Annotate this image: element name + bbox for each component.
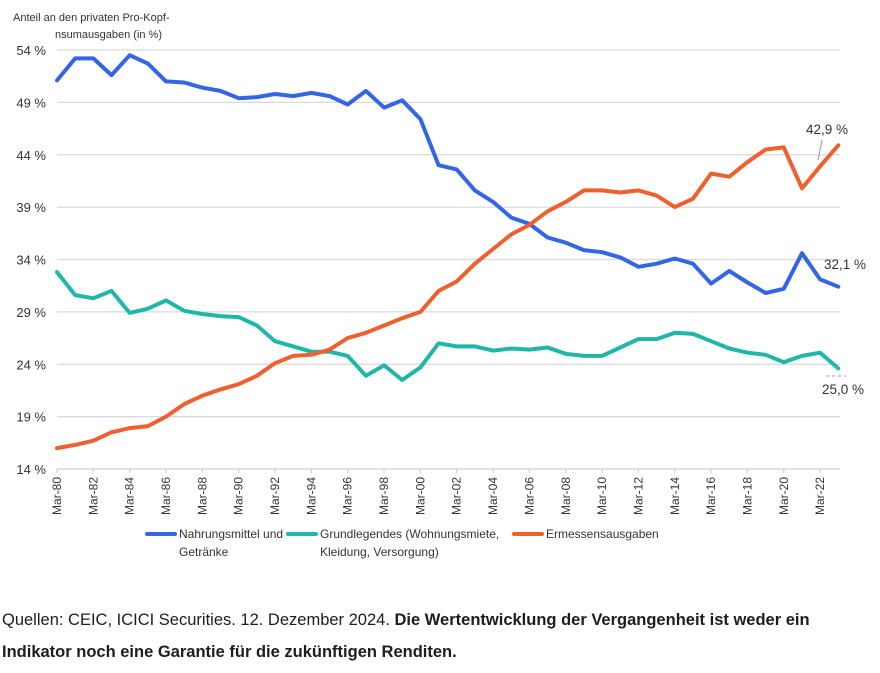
x-tick-label: Mar-92 [268, 477, 282, 515]
data-annotations: 42,9 % 32,1 % 25,0 % [806, 122, 866, 397]
x-tick-label: Mar-82 [86, 477, 100, 515]
y-tick-label: 34 % [16, 253, 46, 268]
legend-label: Ermessensausgaben [546, 527, 659, 541]
x-tick-label: Mar-14 [668, 477, 682, 515]
series-line [55, 53, 841, 295]
x-tick-label: Mar-00 [413, 477, 427, 515]
y-tick-label: 19 % [16, 410, 46, 425]
x-tick-label: Mar-04 [486, 477, 500, 515]
legend: Nahrungsmittel und Getränke Grundlegendes … [145, 527, 659, 559]
legend-label: Nahrungsmittel und [179, 527, 283, 541]
x-axis: Mar-80 Mar-82 Mar-84 Mar-86 Mar-88 Mar-90 Mar-… [50, 468, 840, 515]
y-tick-label: 14 % [16, 462, 46, 477]
y-axis-title: Anteil an den privaten Pro-Kopf-nsumausg… [13, 12, 170, 41]
annotation-label: 32,1 % [824, 257, 866, 272]
y-tick-label: 29 % [16, 305, 46, 320]
series-line [55, 143, 841, 451]
x-tick-label: Mar-90 [232, 477, 246, 515]
x-tick-label: Mar-98 [377, 477, 391, 515]
series-line [55, 270, 841, 382]
legend-label: Getränke [179, 545, 229, 559]
series-lines [55, 53, 841, 451]
disclaimer-text: Die Wertentwicklung der Vergangenheit is… [2, 611, 810, 661]
y-axis-ticks: 14 % 19 % 24 % 29 % 34 % 39 % 44 % 49 % 54 % [16, 43, 46, 477]
annotation-leader [817, 139, 823, 161]
x-tick-label: Mar-80 [50, 477, 64, 515]
y-tick-label: 44 % [16, 148, 46, 163]
x-tick-label: Mar-16 [704, 477, 718, 515]
y-tick-label: 54 % [16, 43, 46, 58]
y-axis-title-line: nsumausgaben (in %) [55, 29, 162, 41]
y-axis-title-line: Anteil an den privaten Pro-Kopf- [13, 12, 170, 24]
legend-label: Kleidung, Versorgung) [320, 545, 439, 559]
x-tick-label: Mar-08 [559, 477, 573, 515]
x-tick-label: Mar-96 [341, 477, 355, 515]
line-chart: Anteil an den privaten Pro-Kopf-nsumausg… [13, 12, 866, 559]
y-tick-label: 49 % [16, 95, 46, 110]
annotation-label: 25,0 % [822, 382, 864, 397]
x-tick-label: Mar-88 [195, 477, 209, 515]
legend-label: Grundlegendes (Wohnungsmiete, [320, 527, 499, 541]
source-text: Quellen: CEIC, ICICI Securities. 12. Dez… [2, 611, 395, 629]
source-footer: Quellen: CEIC, ICICI Securities. 12. Dez… [2, 604, 872, 668]
x-tick-label: Mar-10 [595, 477, 609, 515]
x-tick-label: Mar-20 [777, 477, 791, 515]
y-tick-label: 24 % [16, 357, 46, 372]
gridlines [57, 49, 840, 418]
x-tick-label: Mar-86 [159, 477, 173, 515]
x-tick-label: Mar-94 [304, 477, 318, 515]
x-tick-label: Mar-84 [123, 477, 137, 515]
x-tick-label: Mar-02 [450, 477, 464, 515]
y-tick-label: 39 % [16, 200, 46, 215]
x-tick-label: Mar-06 [522, 477, 536, 515]
x-tick-label: Mar-18 [740, 477, 754, 515]
annotation-label: 42,9 % [806, 122, 848, 137]
x-tick-label: Mar-12 [631, 477, 645, 515]
x-tick-label: Mar-22 [813, 477, 827, 515]
